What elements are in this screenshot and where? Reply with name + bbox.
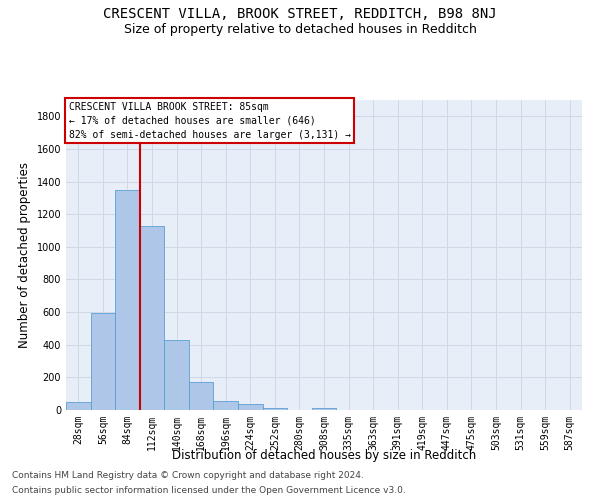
Bar: [214, 400, 238, 410]
Text: CRESCENT VILLA BROOK STREET: 85sqm
← 17% of detached houses are smaller (646)
82: CRESCENT VILLA BROOK STREET: 85sqm ← 17%…: [68, 102, 350, 140]
Text: CRESCENT VILLA, BROOK STREET, REDDITCH, B98 8NJ: CRESCENT VILLA, BROOK STREET, REDDITCH, …: [103, 8, 497, 22]
Text: Size of property relative to detached houses in Redditch: Size of property relative to detached ho…: [124, 22, 476, 36]
Bar: [263, 408, 287, 410]
Bar: [91, 313, 115, 410]
Text: Distribution of detached houses by size in Redditch: Distribution of detached houses by size …: [172, 448, 476, 462]
Bar: [115, 190, 140, 410]
Bar: [189, 382, 214, 410]
Text: Contains HM Land Registry data © Crown copyright and database right 2024.: Contains HM Land Registry data © Crown c…: [12, 471, 364, 480]
Y-axis label: Number of detached properties: Number of detached properties: [18, 162, 31, 348]
Bar: [140, 226, 164, 410]
Bar: [164, 340, 189, 410]
Text: Contains public sector information licensed under the Open Government Licence v3: Contains public sector information licen…: [12, 486, 406, 495]
Bar: [66, 402, 91, 410]
Bar: [238, 404, 263, 410]
Bar: [312, 408, 336, 410]
